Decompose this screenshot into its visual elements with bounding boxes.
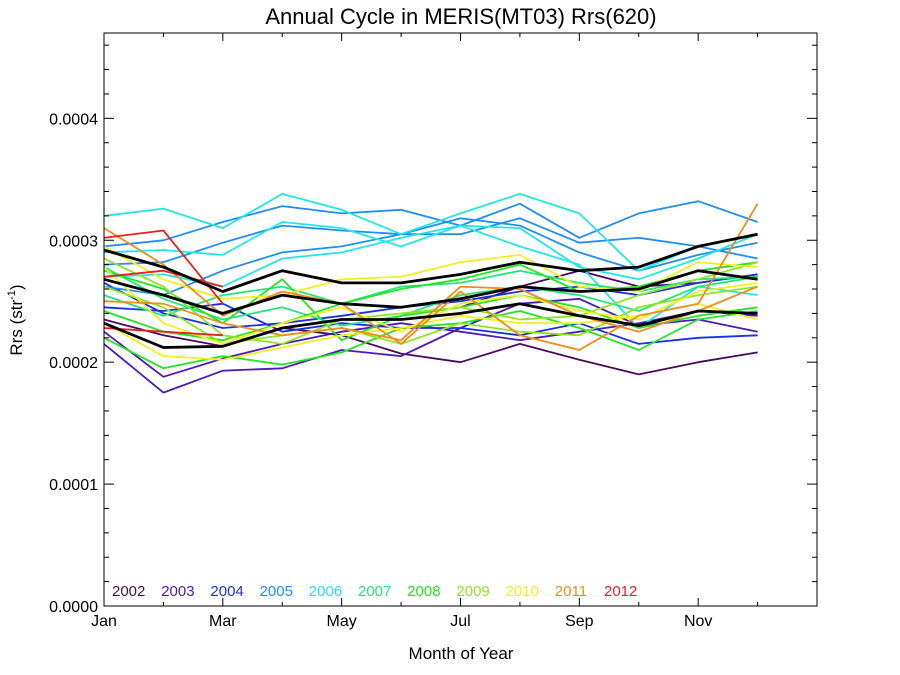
series-line-2005 bbox=[103, 217, 758, 266]
legend-item-2004: 2004 bbox=[210, 583, 243, 600]
y-axis-label-sup: -1 bbox=[6, 290, 18, 300]
series-line-2005 bbox=[103, 217, 758, 296]
legend-item-2011: 2011 bbox=[555, 583, 587, 600]
series-line-2012 bbox=[103, 229, 224, 305]
x-axis: Jan Mar May Jul Sep Nov bbox=[91, 33, 818, 630]
chart-title: Annual Cycle in MERIS(MT03) Rrs(620) bbox=[265, 4, 656, 29]
x-axis-label: Month of Year bbox=[409, 644, 514, 663]
series-lines bbox=[103, 193, 759, 394]
series-line-mean bbox=[103, 302, 758, 349]
legend-item-2005: 2005 bbox=[260, 583, 293, 600]
series-line-2006 bbox=[103, 193, 758, 272]
y-axis: 0.0000 0.0001 0.0002 0.0003 0.0004 bbox=[49, 44, 817, 616]
x-tick-label: May bbox=[327, 613, 357, 630]
series-line-2004 bbox=[103, 302, 758, 345]
legend-item-2006: 2006 bbox=[309, 583, 342, 600]
series-line-2008 bbox=[103, 310, 758, 370]
series-line-2012 bbox=[103, 327, 223, 337]
y-tick-label: 0.0003 bbox=[49, 233, 98, 250]
series-line-2012 bbox=[103, 269, 224, 288]
y-axis-label-main: Rrs (str bbox=[7, 300, 26, 356]
series-line-2011 bbox=[103, 285, 758, 342]
x-tick-label: Jan bbox=[91, 613, 117, 630]
legend-item-2012: 2012 bbox=[604, 583, 637, 600]
y-tick-label: 0.0001 bbox=[49, 477, 98, 494]
series-line-2009 bbox=[103, 257, 758, 345]
y-axis-label-end: ) bbox=[7, 284, 26, 290]
series-line-2002 bbox=[103, 318, 758, 376]
series-line-2006 bbox=[103, 221, 758, 281]
legend-item-2007: 2007 bbox=[358, 583, 391, 600]
series-line-mean bbox=[103, 232, 758, 293]
x-tick-label: Nov bbox=[684, 613, 712, 630]
legend: 2002 2003 2004 2005 2006 2007 2008 2009 2010 2011… bbox=[112, 583, 637, 600]
series-line-mean bbox=[103, 269, 758, 315]
y-axis-label: Rrs (str-1) bbox=[6, 284, 26, 355]
x-tick-label: Jul bbox=[450, 613, 470, 630]
series-line-2007 bbox=[103, 266, 758, 327]
legend-item-2009: 2009 bbox=[456, 583, 489, 600]
legend-item-2002: 2002 bbox=[112, 583, 145, 600]
y-tick-label: 0.0000 bbox=[49, 599, 98, 616]
x-tick-label: Sep bbox=[565, 613, 594, 630]
legend-item-2010: 2010 bbox=[506, 583, 539, 600]
legend-item-2003: 2003 bbox=[161, 583, 194, 600]
series-line-2008 bbox=[103, 269, 758, 342]
series-line-2009 bbox=[103, 285, 758, 345]
y-tick-label: 0.0004 bbox=[49, 111, 98, 128]
y-tick-label: 0.0002 bbox=[49, 355, 98, 372]
legend-item-2008: 2008 bbox=[407, 583, 440, 600]
x-tick-label: Mar bbox=[209, 613, 237, 630]
